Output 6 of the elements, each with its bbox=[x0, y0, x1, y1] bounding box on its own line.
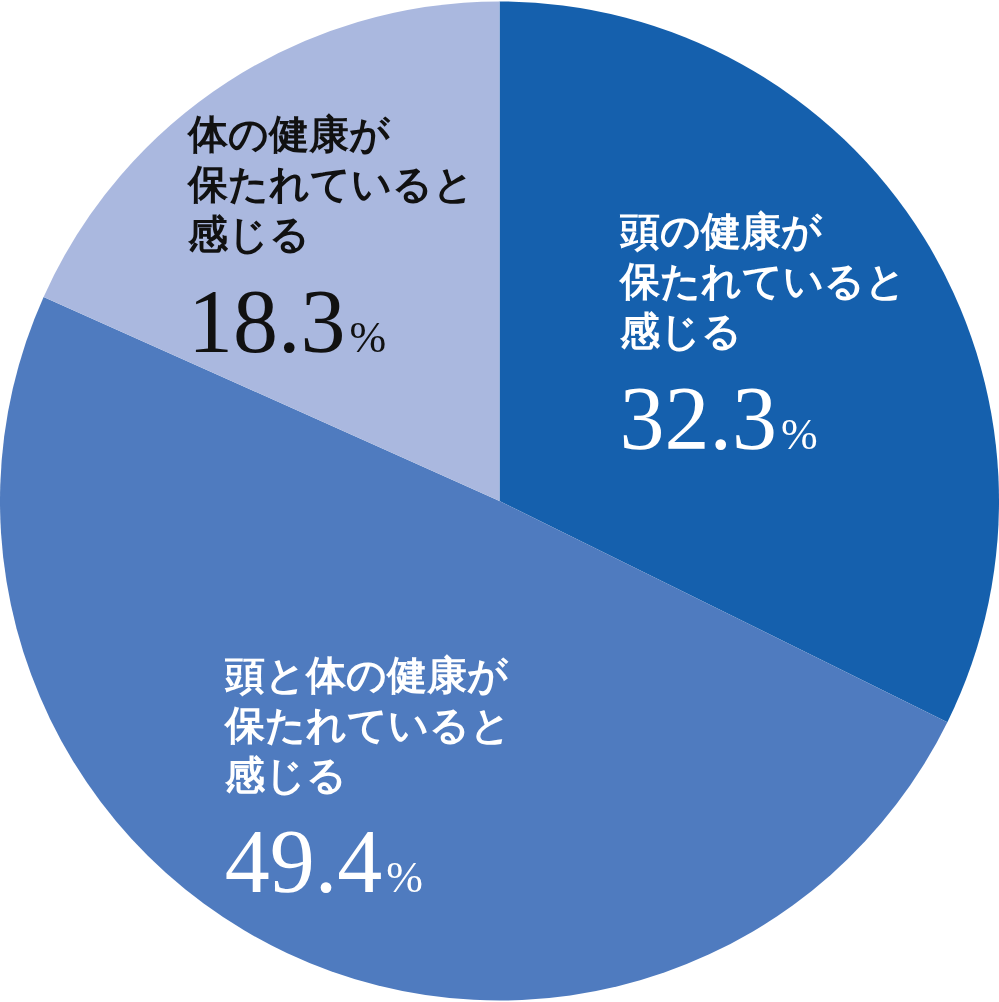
data-label: 32.3% bbox=[619, 368, 818, 468]
slice-label: 頭の健康が保たれていると感じる bbox=[617, 207, 906, 354]
data-label: 49.4% bbox=[224, 812, 423, 912]
slice-label: 頭と体の健康が保たれていると感じる bbox=[222, 651, 511, 798]
slice-label: 体の健康が保たれていると感じる bbox=[186, 111, 475, 258]
data-label: 18.3% bbox=[188, 272, 387, 372]
